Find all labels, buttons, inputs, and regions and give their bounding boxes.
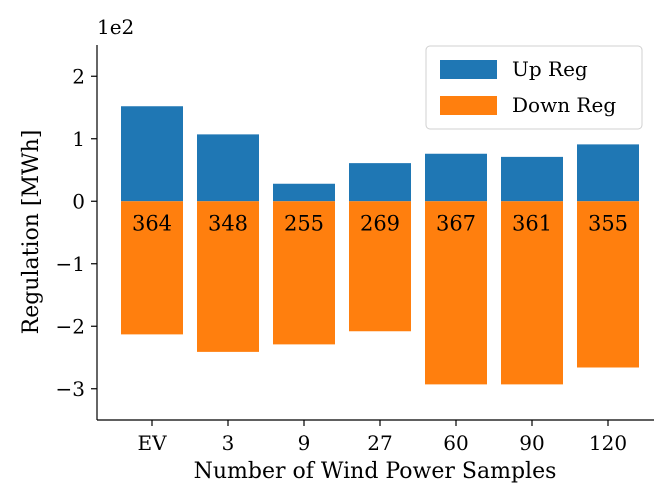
bar-down-reg-27 [349, 201, 411, 332]
bar-down-reg-9 [273, 201, 335, 345]
y-tick-label: 1 [72, 127, 85, 151]
y-tick-label: −2 [56, 314, 85, 338]
bar-down-reg-3 [197, 201, 259, 352]
legend-label-up-reg: Up Reg [512, 57, 588, 81]
bar-up-reg-27 [349, 163, 411, 202]
bar-labels-group: 364 348 255 269 367 361 355 [132, 211, 628, 235]
x-tick-label: 9 [298, 431, 311, 455]
legend-label-down-reg: Down Reg [512, 93, 616, 117]
y-axis-multiplier: 1e2 [97, 15, 134, 39]
bar-value-label: 367 [436, 211, 476, 235]
bar-down-reg-90 [501, 201, 563, 385]
bars-group [121, 106, 639, 385]
bar-up-reg-3 [197, 134, 259, 202]
bar-down-reg-120 [577, 201, 639, 368]
legend: Up Reg Down Reg [425, 45, 643, 130]
y-tick-label: 2 [72, 64, 85, 88]
x-tick-label: 27 [367, 431, 392, 455]
bar-value-label: 364 [132, 211, 172, 235]
bar-value-label: 269 [360, 211, 400, 235]
x-tick-label: 60 [443, 431, 468, 455]
x-axis-label: Number of Wind Power Samples [194, 459, 557, 484]
x-tick-label: 3 [222, 431, 235, 455]
y-axis-label: Regulation [MWh] [19, 130, 44, 335]
legend-swatch-down-reg [440, 96, 497, 115]
bar-value-label: 355 [588, 211, 628, 235]
bar-up-reg-120 [577, 144, 639, 202]
bar-up-reg-60 [425, 153, 487, 202]
bar-down-reg-60 [425, 201, 487, 385]
bar-value-label: 255 [284, 211, 324, 235]
x-ticks-group: EV 3 9 27 60 90 120 [137, 420, 627, 455]
bar-up-reg-9 [273, 183, 335, 202]
y-tick-label: 0 [72, 189, 85, 213]
y-tick-label: −3 [56, 377, 85, 401]
x-tick-label: 90 [519, 431, 544, 455]
bar-value-label: 361 [512, 211, 552, 235]
bar-up-reg-90 [501, 156, 563, 202]
y-tick-label: −1 [56, 252, 85, 276]
bar-value-label: 348 [208, 211, 248, 235]
bar-down-reg-EV [121, 201, 183, 335]
y-ticks-group: −3 −2 −1 0 1 2 [56, 64, 97, 401]
bar-up-reg-EV [121, 106, 183, 202]
x-tick-label: 120 [589, 431, 627, 455]
x-tick-label: EV [137, 431, 167, 455]
legend-swatch-up-reg [440, 60, 497, 79]
